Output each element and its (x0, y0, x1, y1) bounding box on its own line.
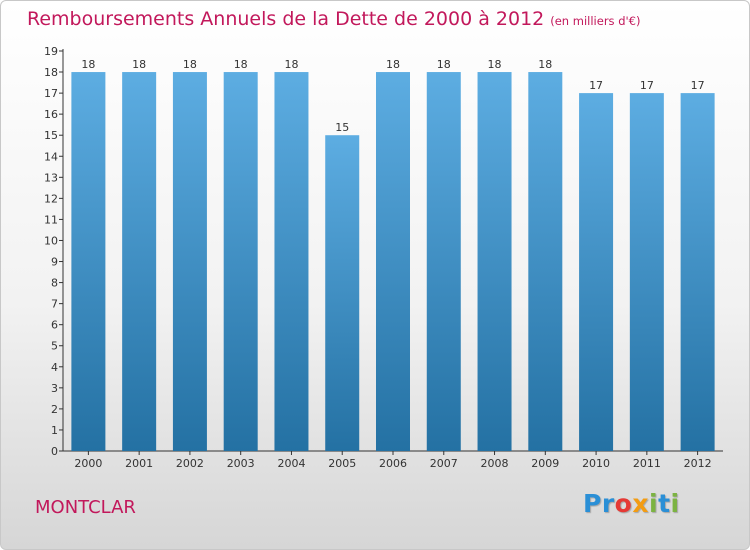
y-tick-label: 17 (44, 87, 58, 100)
x-tick-label: 2001 (125, 457, 153, 470)
chart-title: Remboursements Annuels de la Dette de 20… (27, 8, 641, 30)
proxiti-logo: Proxiti (583, 489, 680, 518)
y-tick-label: 9 (51, 256, 58, 269)
x-tick-label: 2011 (633, 457, 661, 470)
bar-value-label: 18 (386, 58, 400, 71)
logo-letter: i (649, 489, 659, 518)
bar (71, 72, 106, 451)
bar (325, 135, 360, 452)
bar (477, 72, 512, 451)
x-tick-label: 2004 (277, 457, 305, 470)
y-tick-label: 10 (44, 234, 58, 247)
y-tick-label: 18 (44, 66, 58, 79)
bar-value-label: 18 (183, 58, 197, 71)
y-tick-label: 19 (44, 45, 58, 58)
bar-value-label: 17 (691, 79, 705, 92)
bar (680, 93, 715, 452)
bar (528, 72, 563, 451)
y-tick-label: 13 (44, 171, 58, 184)
x-tick-label: 2009 (531, 457, 559, 470)
y-tick-label: 0 (51, 445, 58, 458)
x-tick-label: 2010 (582, 457, 610, 470)
logo-letter: r (601, 489, 615, 518)
bar (274, 72, 309, 451)
y-tick-label: 14 (44, 150, 58, 163)
y-tick-label: 7 (51, 298, 58, 311)
bar (376, 72, 410, 451)
logo-letter: x (632, 489, 649, 518)
logo-letter: o (614, 489, 633, 518)
bar-value-label: 18 (234, 58, 248, 71)
logo-letter: P (583, 489, 602, 518)
bar (122, 72, 157, 451)
y-tick-label: 15 (44, 129, 58, 142)
x-tick-label: 2012 (684, 457, 712, 470)
y-tick-label: 1 (51, 424, 58, 437)
bar-value-label: 18 (132, 58, 146, 71)
bar (579, 93, 614, 452)
y-tick-label: 2 (51, 403, 58, 416)
x-tick-label: 2006 (379, 457, 407, 470)
commune-name: MONTCLAR (35, 497, 136, 518)
chart-subtitle: (en milliers d'€) (550, 14, 641, 28)
x-tick-label: 2007 (430, 457, 458, 470)
bar-value-label: 17 (640, 79, 654, 92)
bar (172, 72, 207, 451)
bar-value-label: 15 (335, 121, 349, 134)
bar-value-label: 18 (437, 58, 451, 71)
bar (426, 72, 461, 451)
logo-letter: t (658, 489, 671, 518)
y-tick-label: 4 (51, 361, 58, 374)
bar-value-label: 18 (488, 58, 502, 71)
x-tick-label: 2003 (227, 457, 255, 470)
y-tick-label: 3 (51, 382, 58, 395)
bar-value-label: 17 (589, 79, 603, 92)
logo-letter: i (670, 489, 680, 518)
bar (629, 93, 664, 452)
bar-value-label: 18 (81, 58, 95, 71)
y-tick-label: 6 (51, 319, 58, 332)
x-tick-label: 2002 (176, 457, 204, 470)
y-tick-label: 12 (44, 192, 58, 205)
y-tick-label: 16 (44, 108, 58, 121)
bar-value-label: 18 (538, 58, 552, 71)
bar-value-label: 18 (284, 58, 298, 71)
y-tick-label: 11 (44, 213, 58, 226)
y-tick-label: 8 (51, 277, 58, 290)
bar (223, 72, 258, 451)
x-tick-label: 2000 (74, 457, 102, 470)
y-tick-label: 5 (51, 340, 58, 353)
x-tick-label: 2005 (328, 457, 356, 470)
x-tick-label: 2008 (481, 457, 509, 470)
